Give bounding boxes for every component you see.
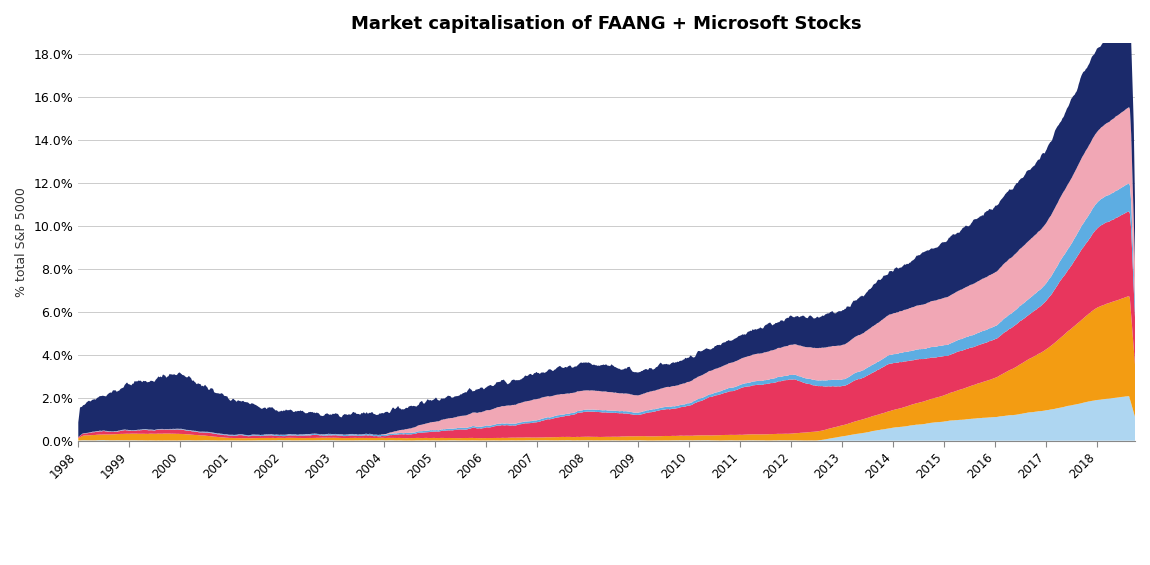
Y-axis label: % total S&P 5000: % total S&P 5000 <box>15 187 28 297</box>
Title: Market capitalisation of FAANG + Microsoft Stocks: Market capitalisation of FAANG + Microso… <box>352 15 862 33</box>
